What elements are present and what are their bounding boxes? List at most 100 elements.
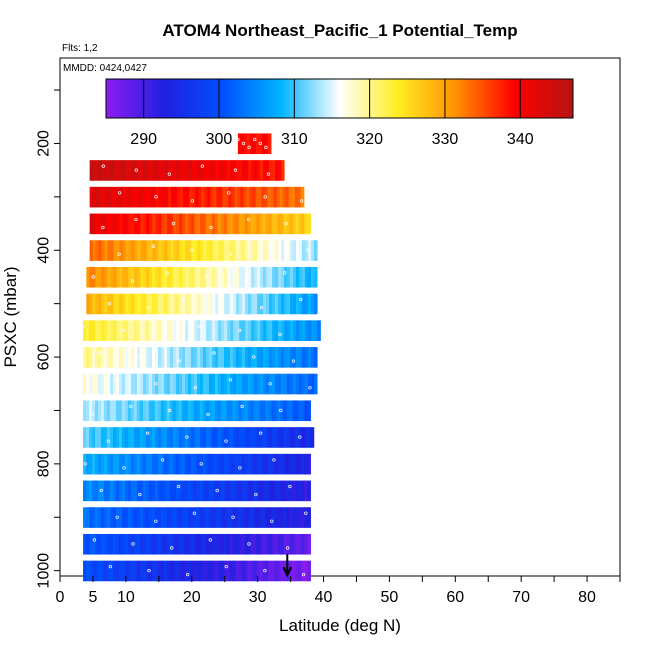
heat-cell: [86, 507, 90, 528]
heat-cell: [161, 320, 165, 341]
heat-cell: [152, 266, 156, 288]
heat-cell: [208, 560, 213, 582]
heat-cell: [176, 373, 180, 395]
heat-cell: [238, 533, 243, 555]
heat-cell: [272, 160, 276, 181]
heat-cell: [164, 293, 168, 315]
heat-cell: [134, 347, 138, 368]
heat-cell: [191, 160, 195, 181]
heat-cell: [277, 347, 282, 368]
heat-cell: [214, 560, 219, 582]
heat-cell: [127, 453, 132, 475]
heat-cell: [239, 266, 243, 288]
sample-point: [253, 137, 257, 142]
heat-cell: [206, 293, 210, 315]
heat-cell: [307, 266, 312, 288]
heat-cell: [280, 213, 285, 235]
heat-cell: [98, 453, 102, 475]
heat-cell: [98, 560, 102, 582]
heat-cell: [220, 560, 225, 582]
heat-cell: [283, 533, 288, 555]
heat-cell: [124, 400, 129, 422]
heat-cell: [104, 427, 108, 448]
heat-cell: [176, 347, 180, 368]
heat-cell: [89, 453, 93, 475]
heat-cell: [145, 533, 150, 555]
heat-cell: [112, 560, 117, 582]
heat-cell: [230, 160, 234, 181]
heat-cell: [267, 133, 272, 155]
heat-cell: [287, 320, 291, 341]
heat-cell: [184, 507, 189, 528]
heat-cell: [101, 240, 106, 261]
heat-cell: [259, 453, 264, 475]
heat-cell: [304, 213, 308, 235]
heat-cell: [244, 533, 249, 555]
heat-cell: [194, 160, 198, 181]
heat-cell: [236, 266, 240, 288]
heat-cell: [86, 533, 90, 555]
heat-cell: [286, 427, 291, 448]
sample-point: [258, 141, 262, 146]
heat-cell: [220, 427, 225, 448]
heat-cell: [254, 293, 258, 315]
heat-cell: [235, 480, 240, 502]
heat-cell: [130, 453, 135, 475]
heat-cell: [185, 240, 189, 261]
heat-cell: [187, 400, 192, 422]
heat-cell: [250, 400, 255, 422]
heat-cell: [264, 133, 269, 155]
heat-cell: [311, 320, 315, 341]
sample-point: [114, 378, 118, 382]
data-row: [83, 400, 311, 422]
heat-cell: [241, 533, 246, 555]
heat-cell: [298, 266, 303, 288]
sample-point: [270, 519, 274, 523]
heat-cell: [214, 453, 219, 475]
heat-cell: [151, 533, 156, 555]
heat-cell: [203, 320, 207, 341]
heat-cell: [173, 320, 177, 341]
heat-cell: [89, 427, 93, 448]
heat-cell: [166, 480, 171, 502]
heat-cell: [301, 427, 306, 448]
heat-cell: [289, 266, 294, 288]
heat-cell: [83, 373, 87, 395]
heat-cell: [143, 266, 147, 288]
heat-cell: [172, 507, 177, 528]
sample-point: [208, 538, 212, 542]
heat-cell: [271, 373, 276, 395]
heat-cell: [241, 373, 246, 395]
heat-cell: [211, 400, 216, 422]
heat-cell: [298, 560, 302, 582]
heat-cell: [157, 560, 162, 582]
sample-point: [254, 492, 258, 497]
heat-cell: [308, 320, 312, 341]
heat-cell: [173, 240, 177, 261]
heat-cell: [124, 560, 129, 582]
heat-cell: [254, 240, 258, 261]
heat-cell: [221, 240, 225, 261]
heat-cell: [109, 507, 114, 528]
heat-cell: [205, 453, 210, 475]
heat-cell: [89, 266, 93, 288]
heat-cell: [191, 320, 195, 341]
heat-cell: [205, 400, 210, 422]
heat-cell: [188, 320, 192, 341]
heat-cell: [191, 347, 195, 368]
heat-cell: [226, 533, 231, 555]
heat-cell: [160, 533, 165, 555]
heat-cell: [136, 507, 141, 528]
heat-cell: [301, 266, 306, 288]
heat-cell: [265, 400, 270, 422]
heat-cell: [265, 560, 270, 582]
heat-cell: [230, 293, 234, 315]
heat-cell: [277, 213, 282, 235]
heat-cell: [154, 533, 159, 555]
heat-cell: [256, 400, 261, 422]
sample-point: [181, 297, 185, 302]
heat-cell: [211, 560, 216, 582]
heat-cell: [236, 293, 240, 315]
heat-cell: [106, 480, 111, 502]
